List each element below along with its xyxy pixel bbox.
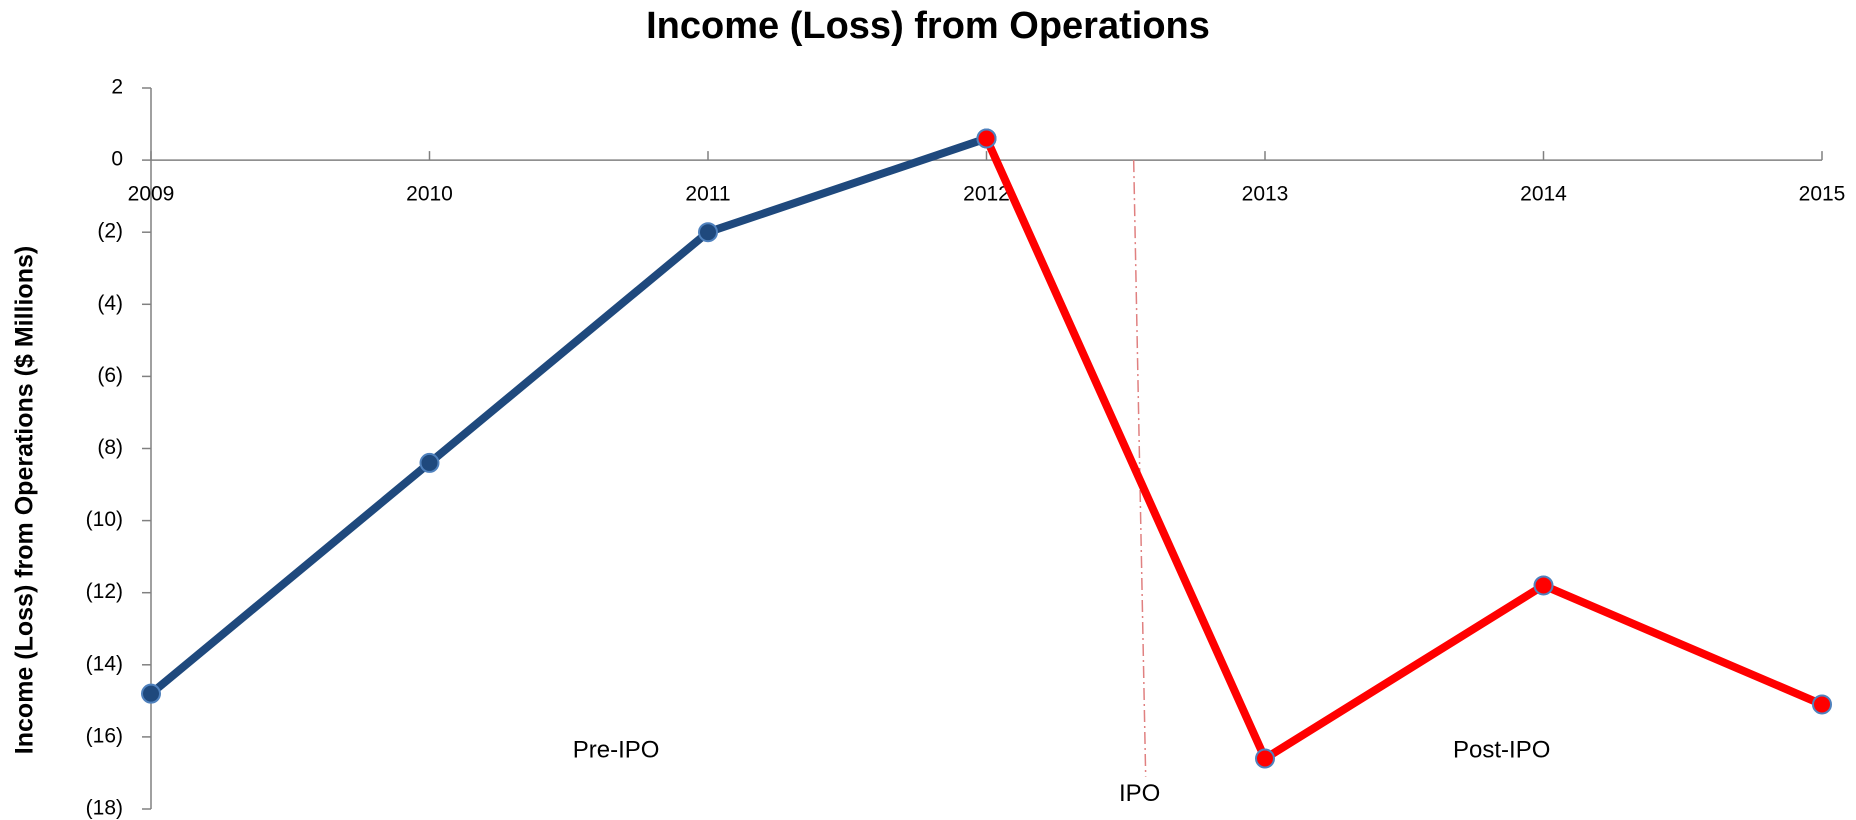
x-tick-label: 2010 (406, 183, 453, 206)
marker (698, 222, 718, 243)
line (982, 136, 1824, 763)
y-tick-label: (14) (86, 652, 123, 675)
y-tick-label: (16) (86, 724, 123, 747)
marker (141, 683, 161, 704)
x-tick-label: 2012 (963, 183, 1010, 206)
y-tick-label: (2) (97, 220, 123, 243)
x-tick-label: 2009 (128, 183, 175, 206)
marker (1255, 748, 1275, 769)
annotation: Post-IPO (1453, 737, 1550, 764)
y-tick-label: (8) (97, 436, 123, 459)
annotation: IPO (1119, 780, 1160, 807)
x-tick-label: 2015 (1799, 183, 1846, 206)
x-tick-label: 2013 (1242, 183, 1289, 206)
y-tick-label: (10) (86, 508, 123, 531)
marker (976, 128, 997, 149)
y-tick-label: (6) (97, 364, 123, 387)
y-axis-label: Income (Loss) from Operations ($ Million… (11, 246, 39, 754)
x-tick-label: 2014 (1520, 183, 1567, 206)
ipo-line (1132, 160, 1147, 777)
marker (419, 452, 440, 473)
y-tick-label: 0 (111, 148, 123, 171)
line (148, 134, 988, 697)
y-tick-label: 2 (111, 76, 123, 99)
chart-title: Income (Loss) from Operations (646, 5, 1210, 47)
marker (1533, 575, 1554, 596)
marker (1812, 694, 1832, 715)
annotation: Pre-IPO (573, 737, 660, 764)
x-tick-label: 2011 (685, 183, 730, 206)
y-tick-label: (12) (86, 580, 123, 603)
y-tick-label: (4) (97, 292, 123, 315)
y-tick-label: (18) (86, 797, 123, 820)
